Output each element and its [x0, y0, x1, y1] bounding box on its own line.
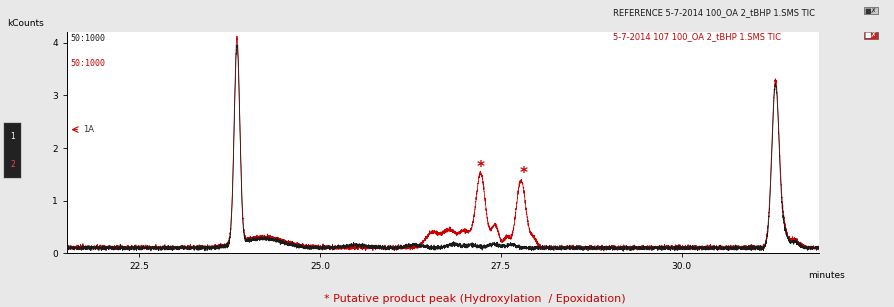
Text: REFERENCE 5-7-2014 100_OA 2_tBHP 1.SMS TIC: REFERENCE 5-7-2014 100_OA 2_tBHP 1.SMS T… [612, 8, 814, 17]
Text: 1: 1 [10, 132, 15, 141]
Text: 50:1000: 50:1000 [71, 34, 105, 44]
Text: 1A: 1A [83, 125, 94, 134]
Text: 50:1000: 50:1000 [71, 59, 105, 68]
Text: *: * [519, 166, 527, 181]
Text: * Putative product peak (Hydroxylation  / Epoxidation): * Putative product peak (Hydroxylation /… [323, 294, 625, 304]
Text: 5-7-2014 107 100_OA 2_tBHP 1.SMS TIC: 5-7-2014 107 100_OA 2_tBHP 1.SMS TIC [612, 32, 780, 41]
Text: *: * [477, 160, 484, 175]
Text: 2: 2 [10, 160, 15, 169]
Text: ■✗: ■✗ [864, 32, 876, 38]
Y-axis label: kCounts: kCounts [7, 19, 44, 28]
X-axis label: minutes: minutes [807, 271, 844, 280]
Text: ■✗: ■✗ [864, 8, 876, 14]
